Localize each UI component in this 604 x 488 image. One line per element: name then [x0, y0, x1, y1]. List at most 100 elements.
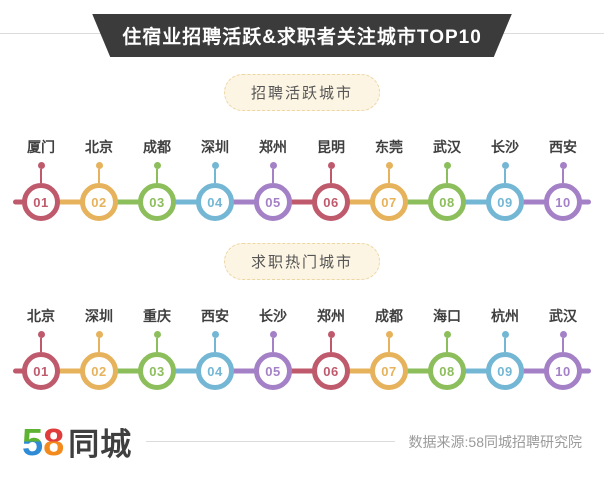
marker-stem — [214, 169, 216, 183]
city-label: 成都 — [375, 308, 403, 324]
rank-number: 02 — [91, 194, 107, 210]
marker-dot-icon — [501, 331, 509, 338]
rank-circle: 05 — [254, 183, 292, 221]
section-label-pill: 招聘活跃城市 — [223, 74, 380, 111]
rank-number: 09 — [497, 363, 513, 379]
rank-number: 02 — [91, 363, 107, 379]
rank-item: 西安 04 — [186, 306, 244, 390]
marker-dot-icon — [37, 162, 45, 169]
section-label: 求职热门城市 — [250, 254, 353, 271]
marker-stem — [98, 338, 100, 352]
rank-row-recruit: 厦门 01 北京 02 成都 03 深圳 04 郑州 05 昆明 06 东莞 07 武汉 08 长沙 09 西安 10 — [0, 137, 604, 221]
marker-dot-icon — [95, 331, 103, 338]
rank-item: 郑州 06 — [302, 306, 360, 390]
rank-item: 长沙 09 — [476, 137, 534, 221]
rank-number: 07 — [381, 194, 397, 210]
marker-stem — [156, 169, 158, 183]
rank-connector: 01 — [12, 183, 70, 221]
rank-number: 03 — [149, 363, 165, 379]
rank-connector: 07 — [360, 183, 418, 221]
rank-item: 成都 07 — [360, 306, 418, 390]
marker-dot-icon — [559, 331, 567, 338]
rank-connector: 08 — [418, 352, 476, 390]
rank-item: 杭州 09 — [476, 306, 534, 390]
rank-circle: 08 — [428, 352, 466, 390]
rank-circle: 02 — [80, 183, 118, 221]
marker-stem — [272, 338, 274, 352]
rank-item: 武汉 08 — [418, 137, 476, 221]
rank-circle: 10 — [544, 183, 582, 221]
rank-connector: 01 — [12, 352, 70, 390]
rank-connector: 03 — [128, 183, 186, 221]
rank-circle: 07 — [370, 183, 408, 221]
footer-divider-line — [146, 441, 395, 442]
rank-connector: 07 — [360, 352, 418, 390]
rank-item: 武汉 10 — [534, 306, 592, 390]
marker-stem — [562, 169, 564, 183]
rank-number: 04 — [207, 194, 223, 210]
city-label: 东莞 — [375, 139, 403, 155]
city-label: 郑州 — [317, 308, 345, 324]
title-banner: 住宿业招聘活跃&求职者关注城市TOP10 — [92, 14, 512, 57]
rank-number: 05 — [265, 194, 281, 210]
rank-item: 海口 08 — [418, 306, 476, 390]
city-label: 重庆 — [143, 308, 171, 324]
rank-circle: 02 — [80, 352, 118, 390]
marker-dot-icon — [211, 162, 219, 169]
city-label: 武汉 — [549, 308, 577, 324]
rank-connector: 05 — [244, 352, 302, 390]
rank-number: 04 — [207, 363, 223, 379]
rank-circle: 05 — [254, 352, 292, 390]
marker-stem — [40, 169, 42, 183]
marker-dot-icon — [385, 162, 393, 169]
rank-item: 深圳 02 — [70, 306, 128, 390]
marker-stem — [40, 338, 42, 352]
rank-number: 08 — [439, 194, 455, 210]
rank-circle: 09 — [486, 183, 524, 221]
rank-connector: 09 — [476, 183, 534, 221]
rank-connector: 08 — [418, 183, 476, 221]
marker-stem — [388, 338, 390, 352]
rank-number: 05 — [265, 363, 281, 379]
logo-text: 同城 — [68, 427, 133, 462]
city-label: 长沙 — [491, 139, 519, 155]
city-label: 西安 — [201, 308, 229, 324]
city-label: 北京 — [27, 308, 55, 324]
rank-circle: 06 — [312, 183, 350, 221]
rank-item: 东莞 07 — [360, 137, 418, 221]
city-label: 厦门 — [27, 139, 55, 155]
rank-number: 09 — [497, 194, 513, 210]
marker-dot-icon — [501, 162, 509, 169]
marker-stem — [214, 338, 216, 352]
city-label: 昆明 — [317, 139, 345, 155]
rank-item: 郑州 05 — [244, 137, 302, 221]
rank-number: 06 — [323, 194, 339, 210]
city-label: 海口 — [433, 308, 461, 324]
rank-connector: 06 — [302, 183, 360, 221]
rank-connector: 05 — [244, 183, 302, 221]
marker-dot-icon — [327, 331, 335, 338]
rank-item: 北京 02 — [70, 137, 128, 221]
footer: 5 8 同城 数据来源:58同城招聘研究院 — [22, 419, 582, 464]
rank-circle: 03 — [138, 183, 176, 221]
rank-circle: 04 — [196, 183, 234, 221]
marker-stem — [388, 169, 390, 183]
city-label: 深圳 — [85, 308, 113, 324]
marker-dot-icon — [153, 331, 161, 338]
city-label: 武汉 — [433, 139, 461, 155]
logo-58tongcheng: 5 8 同城 — [22, 419, 132, 464]
rank-number: 01 — [33, 363, 49, 379]
rank-circle: 04 — [196, 352, 234, 390]
logo-digit-8: 8 — [43, 422, 65, 464]
rank-item: 深圳 04 — [186, 137, 244, 221]
rank-number: 06 — [323, 363, 339, 379]
rank-connector: 02 — [70, 183, 128, 221]
section-recruit-active: 招聘活跃城市 厦门 01 北京 02 成都 03 深圳 04 郑州 05 昆明 06 东莞 07 武汉 08 长… — [0, 74, 604, 221]
city-label: 成都 — [143, 139, 171, 155]
rank-number: 08 — [439, 363, 455, 379]
city-label: 郑州 — [259, 139, 287, 155]
marker-dot-icon — [269, 331, 277, 338]
rank-circle: 08 — [428, 183, 466, 221]
city-label: 深圳 — [201, 139, 229, 155]
